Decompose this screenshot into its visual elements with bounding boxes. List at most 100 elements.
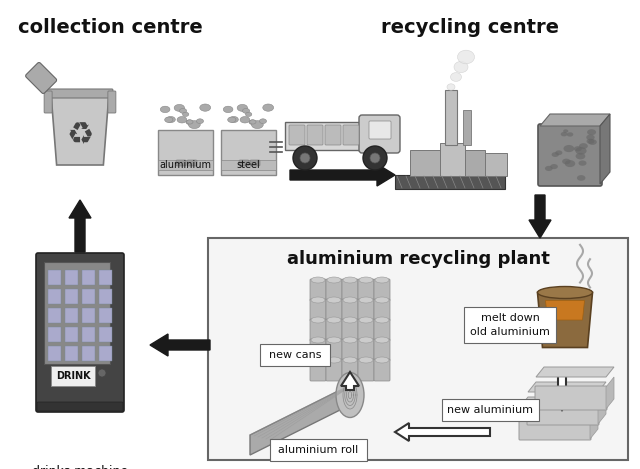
Ellipse shape: [343, 317, 357, 323]
FancyBboxPatch shape: [310, 279, 326, 301]
FancyBboxPatch shape: [463, 110, 471, 145]
Ellipse shape: [240, 116, 250, 123]
Ellipse shape: [564, 160, 575, 167]
Text: recycling centre: recycling centre: [381, 18, 559, 37]
FancyBboxPatch shape: [176, 160, 186, 166]
Ellipse shape: [237, 105, 248, 111]
Ellipse shape: [259, 119, 266, 123]
Polygon shape: [528, 382, 606, 392]
Ellipse shape: [263, 104, 274, 111]
FancyBboxPatch shape: [358, 279, 374, 301]
Ellipse shape: [249, 120, 256, 124]
FancyBboxPatch shape: [374, 319, 390, 341]
Ellipse shape: [359, 297, 373, 303]
Polygon shape: [395, 423, 490, 441]
FancyBboxPatch shape: [285, 122, 365, 150]
FancyBboxPatch shape: [48, 270, 61, 285]
FancyBboxPatch shape: [326, 339, 342, 361]
Text: aluminium roll: aluminium roll: [278, 445, 358, 455]
Ellipse shape: [343, 297, 357, 303]
FancyBboxPatch shape: [65, 346, 78, 361]
FancyBboxPatch shape: [48, 346, 61, 361]
FancyBboxPatch shape: [519, 416, 591, 440]
Ellipse shape: [587, 129, 596, 135]
FancyBboxPatch shape: [307, 125, 323, 145]
Ellipse shape: [586, 139, 595, 144]
Polygon shape: [598, 392, 606, 424]
FancyBboxPatch shape: [326, 359, 342, 381]
FancyBboxPatch shape: [369, 121, 391, 139]
Text: DRINK: DRINK: [56, 371, 90, 381]
Ellipse shape: [574, 146, 582, 151]
FancyBboxPatch shape: [464, 307, 556, 343]
FancyBboxPatch shape: [239, 160, 249, 166]
FancyBboxPatch shape: [445, 90, 457, 145]
Ellipse shape: [343, 337, 357, 343]
FancyBboxPatch shape: [36, 253, 124, 412]
Text: drinks machine: drinks machine: [32, 465, 128, 469]
FancyBboxPatch shape: [269, 439, 367, 461]
Polygon shape: [250, 385, 350, 455]
Ellipse shape: [223, 106, 233, 113]
FancyBboxPatch shape: [326, 319, 342, 341]
Ellipse shape: [563, 129, 568, 133]
Ellipse shape: [579, 143, 588, 149]
FancyBboxPatch shape: [82, 346, 95, 361]
FancyBboxPatch shape: [527, 401, 599, 425]
FancyBboxPatch shape: [410, 150, 440, 176]
Ellipse shape: [575, 153, 586, 159]
FancyBboxPatch shape: [342, 279, 358, 301]
Ellipse shape: [188, 121, 200, 129]
FancyBboxPatch shape: [325, 125, 341, 145]
FancyBboxPatch shape: [51, 366, 95, 386]
Ellipse shape: [375, 317, 389, 323]
Text: collection centre: collection centre: [18, 18, 202, 37]
Ellipse shape: [588, 139, 597, 145]
Ellipse shape: [447, 84, 455, 90]
FancyBboxPatch shape: [465, 150, 485, 176]
Ellipse shape: [375, 277, 389, 283]
Ellipse shape: [182, 112, 189, 116]
Ellipse shape: [200, 104, 211, 111]
Text: new cans: new cans: [269, 350, 321, 360]
FancyBboxPatch shape: [221, 130, 275, 175]
Polygon shape: [51, 95, 109, 165]
FancyBboxPatch shape: [374, 359, 390, 381]
FancyBboxPatch shape: [485, 153, 507, 176]
FancyBboxPatch shape: [99, 270, 112, 285]
FancyBboxPatch shape: [82, 289, 95, 304]
FancyBboxPatch shape: [358, 359, 374, 381]
Ellipse shape: [375, 337, 389, 343]
FancyBboxPatch shape: [65, 327, 78, 342]
Ellipse shape: [454, 61, 468, 73]
FancyBboxPatch shape: [44, 262, 110, 364]
Ellipse shape: [311, 297, 325, 303]
Ellipse shape: [252, 121, 263, 129]
Ellipse shape: [166, 116, 175, 122]
Polygon shape: [590, 407, 598, 439]
Ellipse shape: [343, 357, 357, 363]
Ellipse shape: [311, 337, 325, 343]
Ellipse shape: [196, 119, 204, 123]
Ellipse shape: [186, 120, 193, 124]
FancyBboxPatch shape: [48, 308, 61, 323]
Text: new aluminium: new aluminium: [447, 405, 533, 415]
Polygon shape: [606, 377, 614, 409]
FancyBboxPatch shape: [208, 238, 628, 460]
Ellipse shape: [458, 50, 474, 64]
FancyBboxPatch shape: [47, 89, 113, 98]
Ellipse shape: [187, 120, 193, 124]
Ellipse shape: [451, 73, 461, 82]
Polygon shape: [536, 367, 614, 377]
Ellipse shape: [563, 145, 574, 152]
FancyBboxPatch shape: [99, 346, 112, 361]
Ellipse shape: [343, 277, 357, 283]
Ellipse shape: [160, 106, 170, 113]
Circle shape: [300, 153, 310, 163]
Polygon shape: [69, 200, 91, 252]
Polygon shape: [520, 397, 598, 407]
FancyBboxPatch shape: [65, 289, 78, 304]
Ellipse shape: [311, 277, 325, 283]
FancyBboxPatch shape: [250, 160, 260, 166]
FancyBboxPatch shape: [343, 125, 359, 145]
